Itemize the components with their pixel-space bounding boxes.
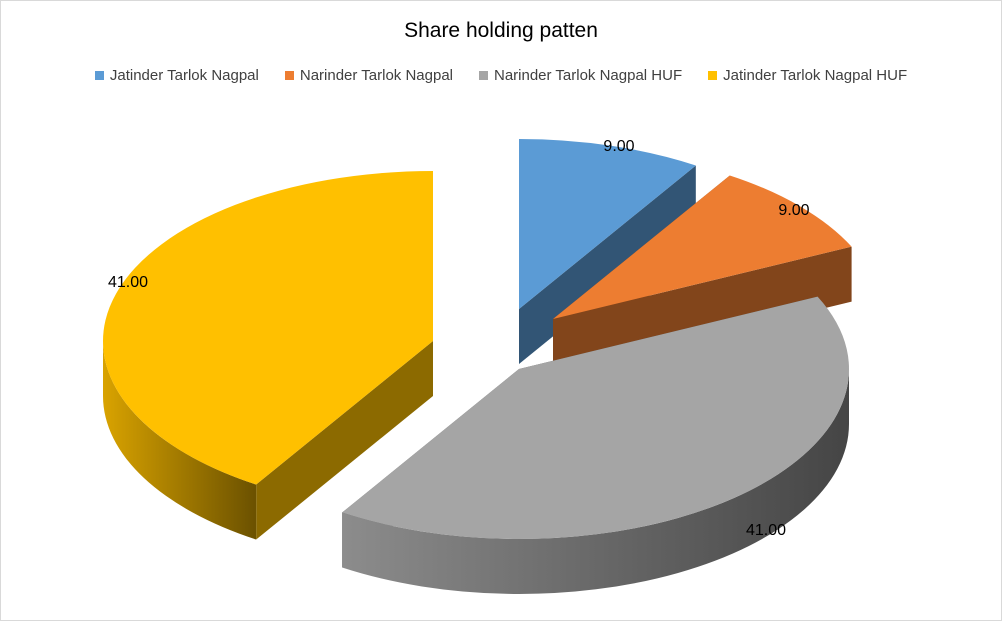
legend-label: Jatinder Tarlok Nagpal HUF xyxy=(723,67,908,84)
data-label-narinder-tarlok-nagpal-huf: 41.00 xyxy=(746,522,786,539)
slice-wall-narinder-tarlok-nagpal-huf xyxy=(342,369,849,595)
legend-entry-narinder-tarlok-nagpal: Narinder Tarlok Nagpal xyxy=(284,67,453,84)
legend-label: Narinder Tarlok Nagpal HUF xyxy=(494,67,683,84)
legend-entry-narinder-tarlok-nagpal-huf: Narinder Tarlok Nagpal HUF xyxy=(479,67,682,84)
legend-swatch xyxy=(94,71,104,80)
slice-jatinder-tarlok-nagpal xyxy=(519,139,696,309)
slice-jatinder-tarlok-nagpal-huf xyxy=(103,171,434,485)
legend-label: Jatinder Tarlok Nagpal xyxy=(109,67,259,84)
legend-entry-jatinder-tarlok-nagpal-huf: Jatinder Tarlok Nagpal HUF xyxy=(708,67,907,84)
data-label-narinder-tarlok-nagpal: 9.00 xyxy=(778,202,809,219)
data-label-jatinder-tarlok-nagpal-huf: 41.00 xyxy=(108,274,148,291)
legend-swatch xyxy=(708,71,718,80)
slice-narinder-tarlok-nagpal-huf xyxy=(342,296,850,540)
legend: Jatinder Tarlok Nagpal Narinder Tarlok Na… xyxy=(1,67,1001,84)
legend-swatch xyxy=(479,71,488,80)
legend-swatch xyxy=(284,71,294,80)
data-label-jatinder-tarlok-nagpal: 9.00 xyxy=(603,138,634,155)
slice-wall-jatinder-tarlok-nagpal-huf xyxy=(103,341,257,540)
slice-narinder-tarlok-nagpal xyxy=(553,175,852,319)
slice-side-start-jatinder-tarlok-nagpal-huf xyxy=(256,341,433,540)
slice-side-end-narinder-tarlok-nagpal xyxy=(553,246,852,374)
legend-entry-jatinder-tarlok-nagpal: Jatinder Tarlok Nagpal xyxy=(94,67,259,84)
chart-title: Share holding patten xyxy=(404,19,598,42)
legend-label: Narinder Tarlok Nagpal xyxy=(299,67,453,84)
